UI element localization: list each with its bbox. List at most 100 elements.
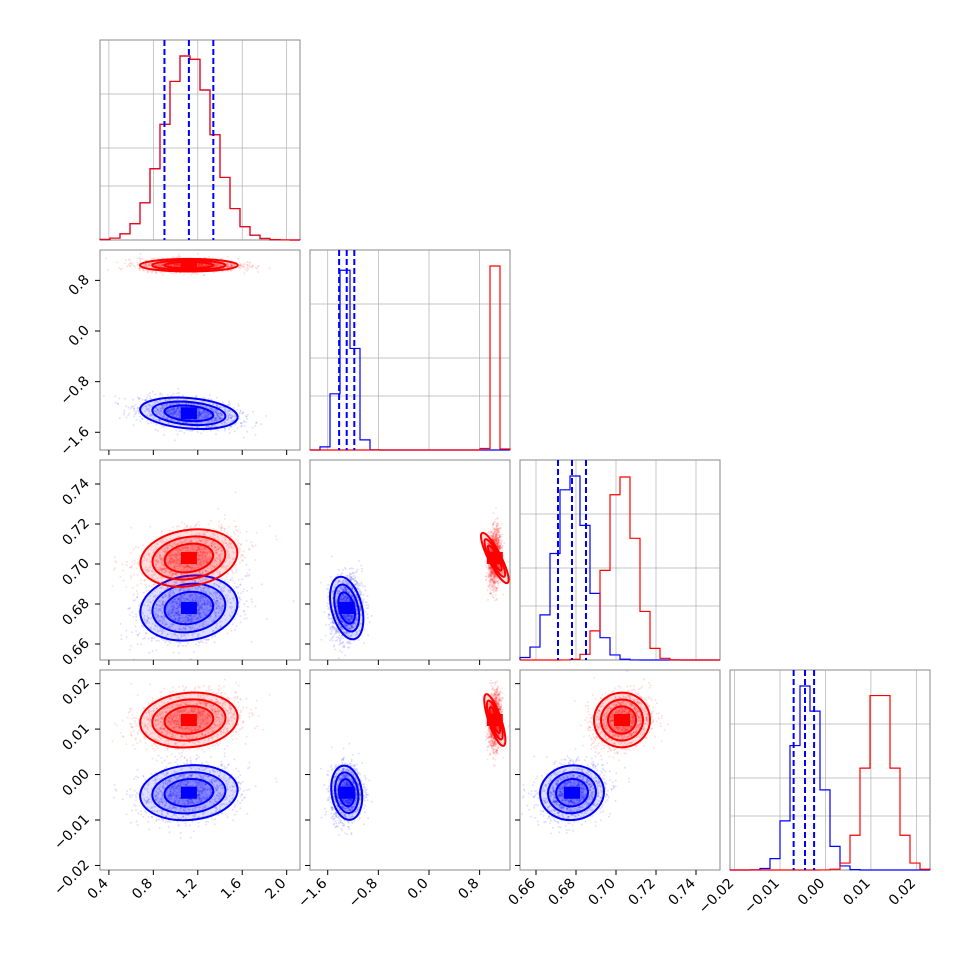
sample-point	[200, 264, 203, 267]
sample-point	[197, 263, 200, 266]
hist-series-1	[520, 476, 720, 661]
sample-point	[175, 402, 178, 405]
sample-point	[177, 387, 180, 390]
sample-point	[230, 417, 233, 420]
sample-point	[196, 412, 199, 414]
sample-point	[173, 412, 176, 415]
sample-point	[202, 410, 205, 412]
sample-point	[145, 632, 148, 635]
sample-point	[206, 599, 209, 602]
sample-point	[160, 408, 163, 410]
sample-point	[215, 263, 218, 266]
sample-point	[180, 635, 183, 638]
sample-point	[165, 404, 168, 407]
sample-point	[145, 263, 148, 266]
sample-point	[196, 272, 199, 275]
sample-point	[201, 265, 204, 268]
sample-point	[199, 413, 202, 416]
sample-point	[217, 263, 220, 266]
sample-point	[160, 410, 163, 413]
sample-point	[159, 627, 162, 630]
sample-point	[180, 402, 183, 405]
sample-point	[158, 407, 161, 409]
sample-point	[198, 403, 201, 406]
sample-point	[177, 406, 179, 409]
sample-point	[197, 418, 200, 421]
sample-point	[220, 414, 223, 417]
sample-point	[174, 264, 177, 267]
sample-point	[252, 264, 255, 267]
sample-point	[228, 412, 231, 415]
sample-point	[220, 257, 223, 260]
sample-point	[215, 416, 218, 419]
sample-point	[214, 264, 217, 267]
sample-point	[206, 425, 209, 428]
sample-point	[167, 409, 169, 412]
sample-point	[165, 404, 168, 407]
sample-point	[231, 420, 234, 422]
sample-point	[178, 402, 181, 405]
sample-point	[201, 263, 204, 266]
sample-point	[216, 264, 219, 267]
sample-point	[162, 433, 165, 436]
sample-point	[175, 409, 178, 412]
sample-point	[118, 267, 121, 269]
hist-panel-3	[729, 669, 931, 871]
sample-point	[169, 412, 172, 414]
sample-point	[133, 415, 136, 418]
sample-point	[239, 621, 242, 624]
sample-point	[169, 632, 172, 635]
sample-point	[155, 423, 158, 426]
sample-point	[146, 419, 149, 422]
sample-point	[220, 523, 223, 526]
sample-point	[173, 410, 176, 413]
sample-point	[239, 409, 242, 412]
sample-point	[243, 610, 246, 613]
sample-point	[255, 421, 258, 424]
sample-point	[242, 266, 245, 269]
sample-point	[178, 413, 181, 416]
sample-point	[215, 411, 218, 414]
sample-point	[176, 612, 179, 615]
sample-point	[245, 563, 248, 566]
sample-point	[200, 413, 203, 416]
sample-point	[207, 425, 210, 428]
sample-point	[202, 416, 205, 418]
sample-point	[196, 252, 199, 255]
sample-point	[227, 409, 230, 412]
sample-point	[177, 402, 180, 405]
sample-point	[141, 398, 144, 401]
sample-point	[196, 587, 199, 590]
sample-point	[200, 263, 203, 265]
sample-point	[154, 406, 157, 409]
sample-point	[194, 579, 197, 582]
sample-point	[149, 264, 151, 267]
sample-point	[116, 402, 119, 405]
sample-point	[150, 413, 153, 416]
sample-point	[160, 404, 163, 407]
sample-point	[207, 398, 210, 400]
sample-point	[213, 419, 216, 422]
sample-point	[168, 408, 171, 411]
sample-point	[177, 598, 180, 601]
sample-point	[227, 418, 230, 421]
sample-point	[244, 556, 246, 559]
hist-panel-0	[99, 39, 301, 241]
sample-point	[173, 407, 176, 410]
sample-point	[201, 263, 204, 266]
sample-point	[157, 411, 160, 414]
sample-point	[171, 408, 174, 411]
sample-point	[214, 595, 217, 597]
sample-point	[208, 416, 211, 419]
sample-point	[159, 264, 162, 267]
sample-point	[161, 264, 164, 267]
sample-point	[145, 405, 148, 408]
sample-point	[178, 265, 181, 268]
sample-point	[207, 264, 210, 267]
sample-point	[157, 265, 160, 268]
sample-point	[221, 413, 224, 416]
sample-point	[155, 410, 158, 413]
sample-point	[135, 630, 138, 632]
sample-point	[139, 415, 141, 418]
sample-point	[139, 420, 142, 423]
